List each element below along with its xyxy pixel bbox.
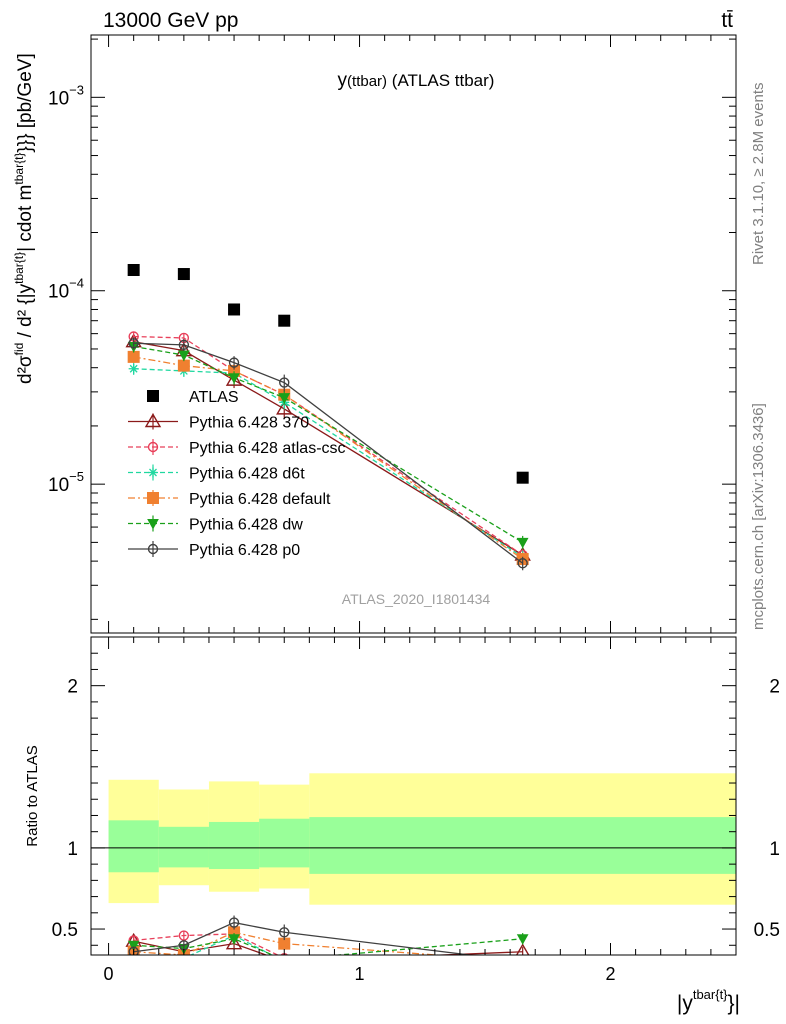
data-point	[276, 400, 293, 415]
ratio-point	[133, 954, 135, 955]
legend-label: Pythia 6.428 p0	[189, 542, 300, 559]
atlas-point	[278, 314, 291, 327]
ratio-point	[279, 956, 289, 965]
data-point	[228, 357, 240, 368]
legend-label: Pythia 6.428 370	[189, 415, 309, 432]
ratio-ylabel: Ratio to ATLAS	[24, 745, 41, 846]
legend-label: Pythia 6.428 dw	[189, 517, 303, 534]
legend-marker	[147, 390, 159, 402]
y-tick-label: 10−4	[48, 276, 84, 303]
ratio-point	[228, 934, 240, 945]
main-panel-frame	[90, 34, 737, 634]
x-tick-label: 2	[606, 964, 616, 984]
legend-label: Pythia 6.428 default	[189, 491, 331, 508]
ratio-point	[128, 946, 139, 955]
data-point	[225, 371, 243, 386]
ratio-tick-label: 2	[67, 677, 78, 698]
ratio-line	[189, 934, 274, 955]
ratio-panel-frame	[90, 636, 737, 956]
ratio-tick-label: 2	[769, 677, 780, 698]
x-axis-label: |ytbar{t}}|	[677, 987, 740, 1015]
ratio-point	[517, 956, 528, 967]
legend-marker	[147, 519, 159, 530]
ratio-point	[518, 957, 527, 966]
legend-marker	[148, 467, 158, 478]
plot-title: y(ttbar) (ATLAS ttbar)	[338, 70, 495, 91]
data-point	[228, 373, 240, 384]
ratio-tick-label: 1	[67, 839, 78, 860]
data-point	[517, 558, 528, 569]
data-point	[177, 359, 190, 372]
ratio-point	[228, 917, 240, 928]
ratio-tick-label: 1	[769, 839, 780, 860]
atlas-data	[127, 264, 529, 484]
ratio-series	[128, 915, 527, 966]
data-point	[279, 377, 290, 388]
rivet-label: Rivet 3.1.10, ≥ 2.8M events	[750, 83, 767, 266]
legend-label: Pythia 6.428 d6t	[189, 466, 305, 483]
data-point	[128, 338, 139, 349]
data-point	[127, 350, 140, 363]
data-point	[178, 350, 190, 362]
uncertainty-band-inner	[259, 818, 310, 868]
atlas-point	[127, 264, 140, 277]
mcplots-label: mcplots.cern.ch [arXiv:1306.3436]	[750, 403, 767, 630]
data-point	[516, 537, 529, 549]
ratio-point	[279, 956, 289, 966]
series-line	[133, 335, 524, 556]
legend-marker	[147, 543, 159, 555]
ratio-tick-label: 0.5	[754, 920, 780, 941]
legend-marker	[147, 441, 159, 453]
analysis-tag: ATLAS_2020_I1801434	[342, 591, 491, 607]
legend-label: ATLAS	[189, 389, 239, 406]
legend-marker	[144, 413, 162, 428]
atlas-point	[177, 268, 190, 281]
ratio-tick-label: 0.5	[52, 920, 78, 941]
ratio-point	[279, 927, 290, 938]
ratio-line	[133, 921, 476, 955]
energy-label: 13000 GeV pp	[103, 9, 238, 32]
y-tick-label: 10−3	[48, 82, 84, 109]
main-ylabel: d²σfid / d² {|ytbar{t}| cdot mtbar{t}}}}…	[12, 53, 36, 384]
ratio-point	[515, 943, 530, 955]
legend-label: Pythia 6.428 atlas-csc	[189, 440, 346, 457]
main-panel: y(ttbar) (ATLAS ttbar) ATLAS_2020_I18014…	[12, 34, 737, 634]
uncertainty-band-inner	[309, 817, 736, 874]
mc-series	[127, 350, 529, 567]
x-tick-label: 1	[355, 964, 365, 984]
data-point	[128, 363, 139, 374]
uncertainty-band-inner	[208, 821, 260, 870]
ratio-point	[178, 930, 190, 941]
ratio-point	[127, 940, 140, 952]
data-point	[178, 339, 190, 351]
x-tick-label: 0	[104, 964, 114, 984]
ratio-point	[518, 957, 527, 966]
data-point	[278, 393, 291, 404]
mc-series	[128, 337, 528, 571]
ratio-point	[225, 935, 243, 950]
ratio-point	[516, 934, 529, 945]
ratio-panel: 0.5 0.5 1 1 2 2 0 1 2 Ratio to ATLAS |ytbar{t}}…	[24, 636, 780, 1015]
process-label: tt̄	[721, 9, 733, 32]
legend-marker	[147, 492, 159, 504]
y-tick-label: 10−5	[48, 469, 84, 496]
uncertainty-band-inner	[108, 820, 159, 873]
ratio-point	[518, 956, 528, 966]
atlas-point	[516, 471, 529, 484]
atlas-point	[228, 303, 241, 316]
ratio-point	[283, 953, 286, 955]
legend: ATLAS Pythia 6.428 370 Pythia 6.428 atlas-…	[128, 389, 346, 559]
uncertainty-band-inner	[158, 826, 209, 868]
